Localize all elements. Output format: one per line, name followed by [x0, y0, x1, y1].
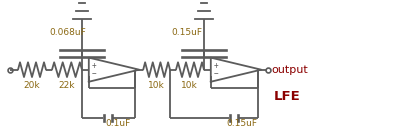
Text: 10k: 10k [181, 81, 198, 90]
Text: output: output [271, 65, 308, 75]
Text: −: − [213, 70, 218, 79]
Text: 22k: 22k [58, 81, 75, 90]
Text: 20k: 20k [24, 81, 40, 90]
Text: 0.15uF: 0.15uF [172, 28, 203, 37]
Text: 10k: 10k [148, 81, 164, 90]
Text: LFE: LFE [274, 90, 301, 103]
Text: +: + [91, 61, 96, 70]
Text: 0.1uF: 0.1uF [105, 119, 131, 128]
Text: 0.068uF: 0.068uF [50, 28, 86, 37]
Text: −: − [91, 70, 96, 79]
Text: 0.15uF: 0.15uF [226, 119, 258, 128]
Text: +: + [213, 61, 218, 70]
